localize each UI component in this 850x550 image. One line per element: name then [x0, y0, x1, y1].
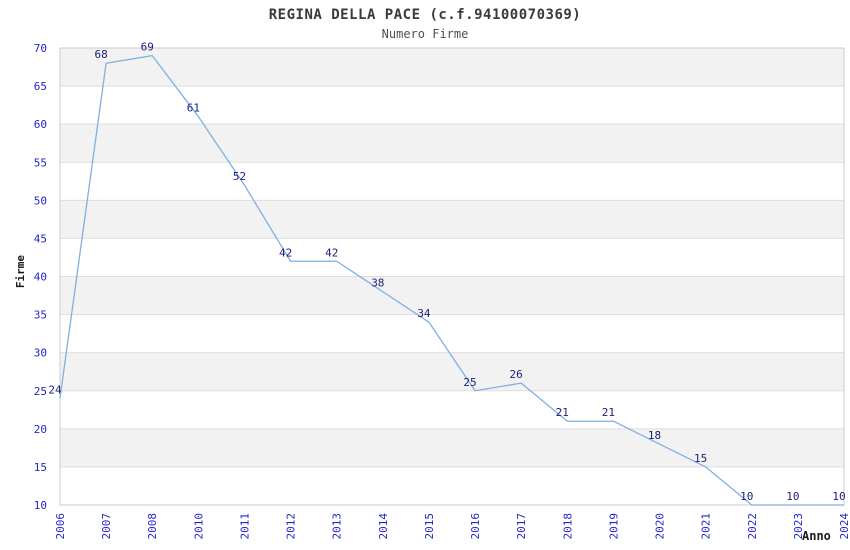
data-label: 15	[694, 452, 707, 465]
plot-band	[60, 48, 844, 87]
data-label: 10	[740, 490, 753, 503]
plot-band	[60, 428, 844, 467]
x-tick-label: 2020	[654, 513, 667, 540]
data-label: 42	[325, 246, 338, 259]
data-label: 34	[417, 307, 431, 320]
plot-band	[60, 86, 844, 125]
x-tick-label: 2008	[146, 513, 159, 540]
y-tick-label: 60	[34, 118, 47, 131]
data-label: 38	[371, 277, 384, 290]
plot-band	[60, 352, 844, 391]
data-label: 18	[648, 429, 661, 442]
plot-band	[60, 162, 844, 201]
x-tick-label: 2014	[377, 513, 390, 540]
y-tick-label: 35	[34, 309, 47, 322]
data-label: 68	[94, 48, 107, 61]
y-tick-label: 70	[34, 42, 47, 55]
plot-band	[60, 124, 844, 163]
data-label: 21	[556, 406, 569, 419]
y-tick-label: 45	[34, 232, 47, 245]
x-tick-label: 2021	[700, 513, 713, 540]
data-label: 42	[279, 246, 292, 259]
data-label: 52	[233, 170, 246, 183]
x-tick-label: 2015	[423, 513, 436, 540]
plot-band	[60, 276, 844, 315]
chart-subtitle: Numero Firme	[381, 27, 469, 41]
chart-title: REGINA DELLA PACE (c.f.94100070369)	[268, 7, 582, 23]
data-label: 10	[832, 490, 845, 503]
x-tick-label: 2022	[746, 513, 759, 540]
y-tick-label: 50	[34, 194, 47, 207]
data-label: 10	[786, 490, 799, 503]
x-tick-label: 2017	[515, 513, 528, 540]
y-tick-label: 25	[34, 385, 47, 398]
y-tick-label: 20	[34, 423, 47, 436]
x-tick-label: 2023	[792, 513, 805, 540]
x-tick-label: 2024	[838, 513, 850, 540]
y-tick-label: 40	[34, 271, 47, 284]
data-label: 24	[48, 383, 62, 396]
x-tick-label: 2016	[469, 513, 482, 540]
x-tick-label: 2010	[192, 513, 205, 540]
x-tick-label: 2006	[54, 513, 67, 540]
plot-band	[60, 314, 844, 353]
x-tick-label: 2011	[238, 513, 251, 540]
plot-band	[60, 238, 844, 277]
series-line	[59, 54, 844, 506]
data-label: 61	[187, 102, 200, 115]
x-axis-title: Anno	[802, 529, 831, 543]
data-label: 25	[463, 376, 476, 389]
data-label: 26	[510, 368, 523, 381]
x-tick-label: 2019	[607, 513, 620, 540]
data-label: 21	[602, 406, 615, 419]
y-tick-label: 65	[34, 80, 47, 93]
x-tick-label: 2012	[285, 513, 298, 540]
x-tick-label: 2018	[561, 513, 574, 540]
x-tick-label: 2013	[331, 513, 344, 540]
plot-band	[60, 390, 844, 429]
y-tick-label: 55	[34, 156, 47, 169]
y-tick-label: 15	[34, 461, 47, 474]
x-tick-label: 2007	[100, 513, 113, 540]
y-tick-label: 30	[34, 347, 47, 360]
plot-band	[60, 200, 844, 239]
plot-border	[59, 47, 845, 506]
data-label: 69	[141, 41, 154, 54]
plot-band	[60, 466, 844, 505]
y-tick-label: 10	[34, 499, 47, 512]
